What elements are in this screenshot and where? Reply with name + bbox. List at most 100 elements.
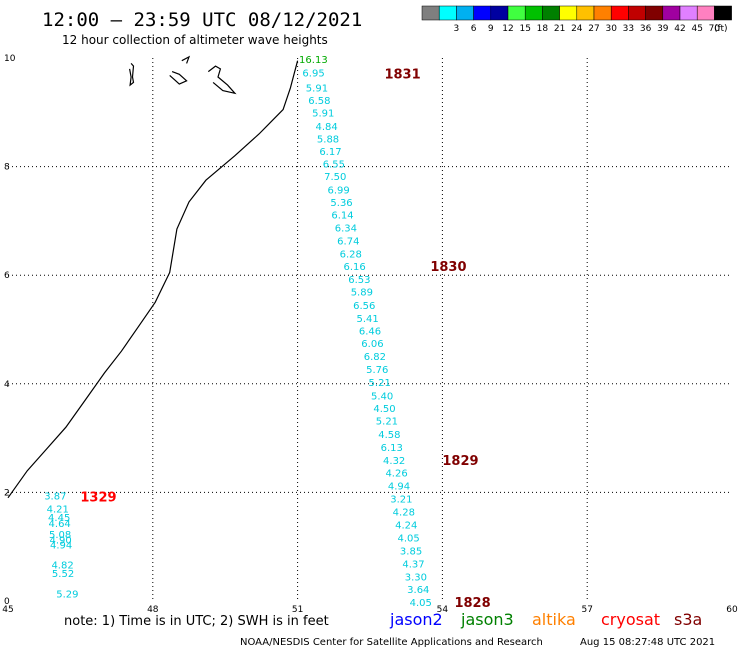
wave-height-label: 4.84 [315, 122, 337, 133]
wave-height-label: 6.17 [319, 147, 341, 158]
scale-label: 42 [674, 24, 685, 34]
lat-tick-label: 2 [4, 488, 10, 498]
scale-unit: (ft) [714, 24, 728, 34]
wave-height-label: 4.37 [402, 560, 424, 571]
wave-height-label: 6.99 [328, 185, 350, 196]
lon-tick-label: 45 [2, 605, 13, 615]
wave-height-label: 4.64 [49, 519, 71, 530]
coastline [7, 55, 299, 499]
wave-height-label: 6.53 [348, 275, 370, 286]
wave-height-label: 4.90 [50, 536, 72, 547]
wave-height-label: 4.94 [50, 541, 72, 552]
scale-label: 70 [709, 24, 721, 34]
wave-height-label: 7.50 [324, 172, 346, 183]
wave-height-label: 6.95 [302, 69, 324, 80]
pass-time-label: 1829 [442, 454, 478, 469]
wave-height-label: 6.46 [359, 327, 381, 338]
scale-label: 45 [691, 24, 702, 34]
island-outline [181, 55, 191, 64]
lat-tick-label: 0 [4, 597, 10, 607]
wave-height-label: 5.91 [312, 108, 334, 119]
wave-height-label: 3.21 [390, 494, 412, 505]
wave-height-label: 3.87 [44, 492, 66, 503]
scale-swatch [576, 5, 595, 21]
pass-time-label: 1329 [80, 491, 116, 506]
scale-label: 15 [519, 24, 530, 34]
scale-label: 18 [537, 24, 549, 34]
wave-height-label: 4.05 [410, 598, 432, 609]
scale-swatch [645, 5, 664, 21]
scale-swatch [559, 5, 578, 21]
scale-swatch [628, 5, 646, 21]
wave-height-label: 6.55 [323, 159, 345, 170]
scale-label: 27 [588, 24, 599, 34]
scale-swatch [593, 5, 612, 21]
pass-time-label: 1831 [384, 68, 420, 83]
wave-height-label: 5.91 [306, 83, 328, 94]
wave-height-label: 4.21 [47, 505, 69, 516]
wave-height-label: 6.28 [340, 249, 362, 260]
scale-swatch [679, 5, 698, 21]
coastline-path [7, 60, 299, 499]
mission-s3a: s3a [674, 610, 702, 629]
lon-tick-label: 54 [437, 605, 449, 615]
mission-altika: altika [532, 610, 576, 629]
wave-height-label: 6.82 [364, 352, 386, 363]
mission-cryosat: cryosat [601, 610, 660, 629]
wave-height-label: 6.56 [353, 301, 375, 312]
lon-tick-label: 60 [726, 605, 738, 615]
map-subtitle: 12 hour collection of altimeter wave hei… [62, 33, 328, 47]
wave-height-label: 3.64 [407, 585, 429, 596]
scale-label: 21 [554, 24, 565, 34]
altimeter-tracks: 16.136.955.916.585.914.845.886.176.557.5… [44, 55, 490, 611]
lat-tick-label: 10 [4, 54, 16, 64]
wave-height-label: 4.24 [395, 520, 417, 531]
lon-tick-label: 51 [292, 605, 303, 615]
wave-height-label: 4.82 [51, 561, 73, 572]
scale-swatch [542, 5, 560, 21]
wave-height-label: 16.13 [299, 55, 328, 66]
wave-height-label: 6.13 [381, 443, 403, 454]
wave-height-label: 6.34 [335, 223, 357, 234]
scale-label: 33 [623, 24, 634, 34]
scale-swatch [473, 5, 492, 21]
wave-height-label: 4.50 [373, 404, 395, 415]
wave-height-label: 6.06 [361, 339, 383, 350]
timestamp-text: Aug 15 08:27:48 UTC 2021 [580, 637, 715, 648]
wave-height-label: 4.94 [388, 481, 410, 492]
lon-tick-label: 48 [147, 605, 159, 615]
wave-height-label: 4.28 [393, 507, 415, 518]
wave-height-label: 4.05 [398, 533, 420, 544]
wave-height-label: 5.08 [49, 530, 71, 541]
scale-label: 6 [471, 24, 477, 34]
scale-swatch [456, 5, 474, 21]
lat-tick-label: 4 [4, 380, 10, 390]
scale-swatch [696, 5, 715, 21]
wave-height-label: 5.29 [56, 589, 78, 600]
color-scale: 3 6 9 12 15 18 21 24 27 30 33 36 39 42 45 70(ft) [421, 5, 732, 34]
map-title: 12:00 – 23:59 UTC 08/12/2021 [42, 9, 362, 31]
scale-swatch [421, 5, 440, 21]
scale-label: 3 [454, 24, 460, 34]
wave-height-label: 6.74 [337, 236, 359, 247]
wave-height-label: 5.76 [366, 365, 388, 376]
wave-height-label: 4.32 [383, 456, 405, 467]
wave-height-label: 4.45 [48, 513, 70, 524]
wave-height-label: 5.88 [317, 134, 339, 145]
scale-swatch [524, 5, 543, 21]
pass-time-label: 1828 [454, 596, 490, 611]
scale-swatch [438, 5, 457, 21]
wave-height-label: 5.36 [330, 198, 352, 209]
wave-height-label: 3.30 [405, 573, 427, 584]
wave-height-label: 5.52 [52, 569, 74, 580]
legend-note: note: 1) Time is in UTC; 2) SWH is in fe… [64, 614, 329, 629]
scale-swatch [662, 5, 681, 21]
scale-swatch [714, 5, 732, 21]
mission-jason3: jason3 [460, 610, 514, 629]
map-grid: 45 48 51 54 57 60 0 2 4 6 8 10 [2, 54, 738, 615]
wave-height-label: 5.21 [369, 378, 391, 389]
credit-text: NOAA/NESDIS Center for Satellite Applica… [240, 637, 543, 648]
scale-swatch [490, 5, 509, 21]
island-outline [207, 65, 237, 95]
